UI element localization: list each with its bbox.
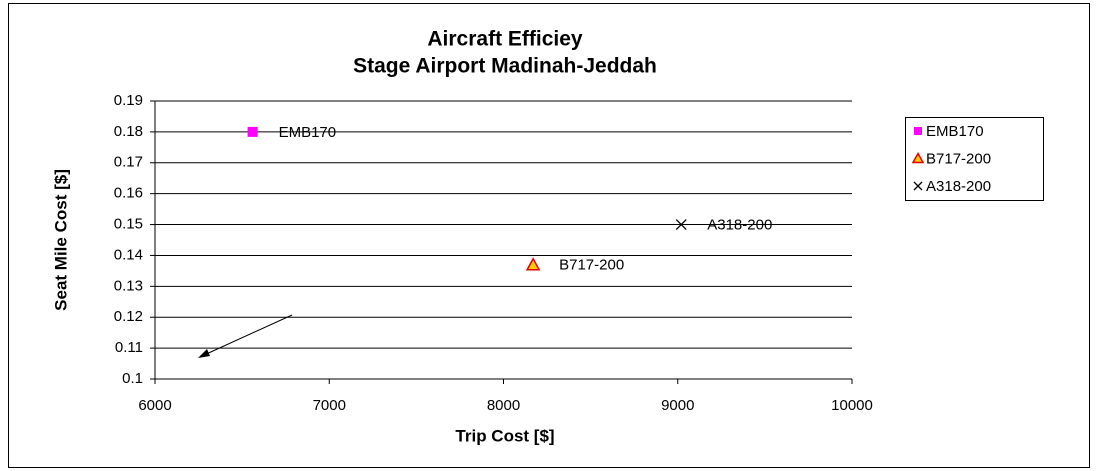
legend-marker xyxy=(914,127,922,135)
y-tick-label: 0.12 xyxy=(114,308,143,325)
data-label: B717-200 xyxy=(559,257,624,274)
y-axis-title: Seat Mile Cost [$] xyxy=(51,169,70,311)
legend-marker xyxy=(913,181,923,191)
legend-box xyxy=(905,117,1044,201)
y-tick-label: 0.16 xyxy=(114,185,143,202)
y-tick-label: 0.11 xyxy=(115,339,143,356)
chart-subtitle: Stage Airport Madinah-Jeddah xyxy=(353,55,657,78)
y-tick-label: 0.17 xyxy=(114,154,143,171)
x-tick-label: 9000 xyxy=(661,397,694,414)
x-tick-label: 10000 xyxy=(831,397,873,414)
legend-label: B717-200 xyxy=(926,150,991,167)
point xyxy=(675,219,687,231)
annotation-arrow xyxy=(198,314,293,358)
chart-title: Aircraft Efficiey xyxy=(427,28,583,51)
x-tick-label: 6000 xyxy=(138,397,171,414)
x-tick-label: 8000 xyxy=(487,397,520,414)
y-tick-label: 0.13 xyxy=(114,277,143,294)
y-tick-label: 0.18 xyxy=(114,123,143,140)
x-tick-label: 7000 xyxy=(313,397,346,414)
legend-label: EMB170 xyxy=(926,123,984,140)
y-tick-label: 0.1 xyxy=(122,370,143,387)
x-axis-title: Trip Cost [$] xyxy=(455,426,554,445)
legend-marker xyxy=(911,151,925,164)
point xyxy=(247,126,258,137)
data-label: EMB170 xyxy=(279,124,337,141)
data-label: A318-200 xyxy=(707,217,772,234)
chart-frame xyxy=(8,3,1090,468)
y-tick-label: 0.15 xyxy=(114,216,143,233)
y-tick-label: 0.19 xyxy=(114,92,143,109)
y-tick-label: 0.14 xyxy=(114,246,143,263)
legend-label: A318-200 xyxy=(926,178,991,195)
point xyxy=(525,257,541,271)
